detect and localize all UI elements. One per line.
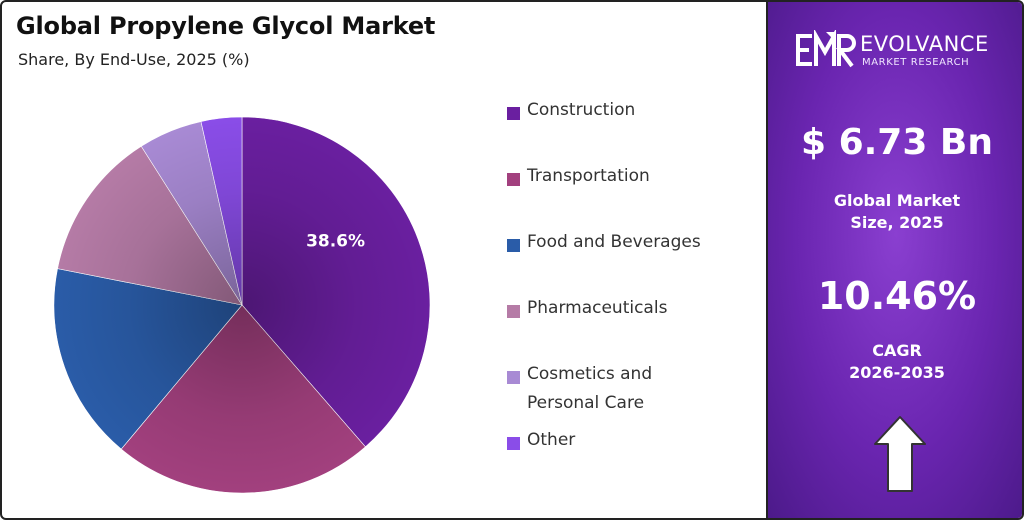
legend-swatch xyxy=(507,305,520,318)
legend-label: Transportation xyxy=(527,162,650,191)
legend-item: Pharmaceuticals xyxy=(507,298,667,323)
pie-chart-svg: 38.6% xyxy=(53,116,431,494)
legend-label: Cosmetics and Personal Care xyxy=(527,360,652,418)
logo-name: EVOLVANCE xyxy=(860,32,989,56)
legend-swatch xyxy=(507,437,520,450)
legend-swatch xyxy=(507,173,520,186)
legend-label: Construction xyxy=(527,96,635,125)
cagr-value: 10.46% xyxy=(817,274,977,318)
emr-logo-icon xyxy=(796,30,856,68)
legend-item: Cosmetics and Personal Care xyxy=(507,364,652,418)
stat-label-line: CAGR xyxy=(872,341,922,360)
legend-item: Other xyxy=(507,430,575,455)
pie-chart: 38.6% xyxy=(52,115,432,495)
legend-item: Construction xyxy=(507,100,635,125)
stat-label-line: 2026-2035 xyxy=(849,363,945,382)
stats-sidebar: EVOLVANCE MARKET RESEARCH $ 6.73 Bn Glob… xyxy=(766,2,1022,518)
legend-label: Food and Beverages xyxy=(527,228,701,257)
pie-slice-shade xyxy=(242,117,430,447)
stat-label-line: Size, 2025 xyxy=(850,213,944,232)
pie-slice-shade xyxy=(54,268,242,450)
legend-label-line: Transportation xyxy=(527,166,650,186)
legend-label-line: Other xyxy=(527,430,576,450)
company-logo: EVOLVANCE MARKET RESEARCH xyxy=(794,30,1014,74)
legend-label: Other xyxy=(527,426,575,455)
legend-label-line: Personal Care xyxy=(527,393,645,413)
up-arrow-icon xyxy=(874,416,926,492)
legend-swatch xyxy=(507,239,520,252)
legend-item: Transportation xyxy=(507,166,650,191)
legend-swatch xyxy=(507,371,520,384)
chart-title: Global Propylene Glycol Market xyxy=(16,12,436,40)
market-size-label: Global Market Size, 2025 xyxy=(768,190,1022,234)
legend-label-line: Cosmetics and xyxy=(527,364,653,384)
pie-data-label: 38.6% xyxy=(306,232,365,252)
chart-panel: Global Propylene Glycol Market Share, By… xyxy=(2,2,766,518)
pie-slice-shade xyxy=(200,117,242,305)
legend-swatch xyxy=(507,107,520,120)
pie-slice-shade xyxy=(141,121,242,305)
legend-label: Pharmaceuticals xyxy=(527,294,667,323)
pie-slice-shade xyxy=(121,305,366,493)
legend-label-line: Food and Beverages xyxy=(527,232,701,252)
logo-subtitle: MARKET RESEARCH xyxy=(862,57,970,68)
market-size-value: $ 6.73 Bn xyxy=(800,122,993,163)
cagr-label: CAGR 2026-2035 xyxy=(768,340,1022,384)
stat-label-line: Global Market xyxy=(833,191,961,210)
legend-item: Food and Beverages xyxy=(507,232,701,257)
chart-subtitle: Share, By End-Use, 2025 (%) xyxy=(18,50,250,69)
legend-label-line: Pharmaceuticals xyxy=(527,298,668,318)
legend-label-line: Construction xyxy=(527,100,636,120)
pie-slice-shade xyxy=(57,146,243,305)
